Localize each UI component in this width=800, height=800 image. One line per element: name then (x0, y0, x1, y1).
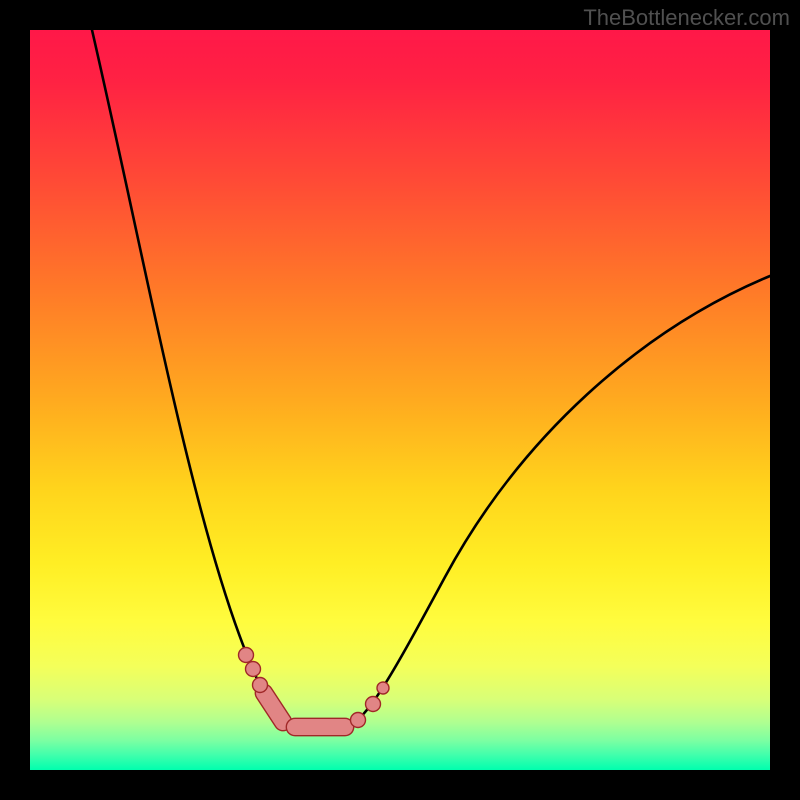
marker-dot (351, 713, 366, 728)
marker-dot (239, 648, 254, 663)
marker-dot (253, 678, 268, 693)
marker-dot (246, 662, 261, 677)
marker-dot (377, 682, 389, 694)
marker-dot (366, 697, 381, 712)
watermark-text: TheBottlenecker.com (583, 5, 790, 30)
chart-container: TheBottlenecker.com (0, 0, 800, 800)
bottleneck-curve-chart: TheBottlenecker.com (0, 0, 800, 800)
